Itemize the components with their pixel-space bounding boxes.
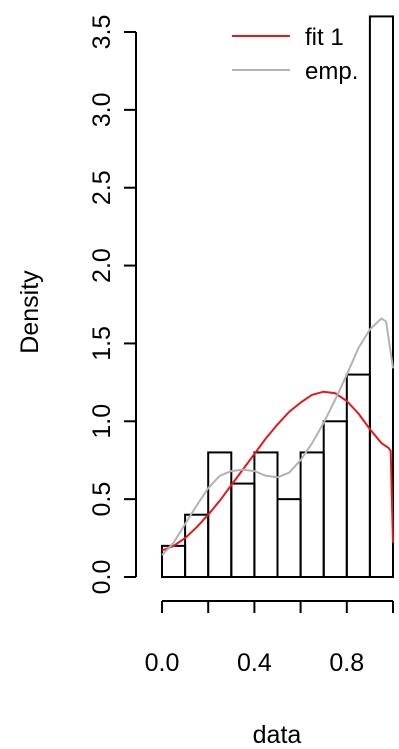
histogram-bars xyxy=(161,15,394,579)
x-tick-label: 0.4 xyxy=(237,649,272,677)
density-curves xyxy=(161,317,394,556)
legend: fit 1 emp. xyxy=(232,24,358,85)
x-tick-label: 0.0 xyxy=(145,649,180,677)
y-tick-label: 0.5 xyxy=(88,482,116,517)
y-axis: 0.0 0.5 1.0 1.5 2.0 2.5 3.0 3.5 xyxy=(88,15,137,595)
x-tick-label: 0.8 xyxy=(329,649,364,677)
histogram-bar xyxy=(207,451,233,578)
histogram-bar xyxy=(230,482,256,579)
histogram-bar xyxy=(253,451,279,578)
histogram-bar xyxy=(368,15,394,578)
y-tick-label: 3.0 xyxy=(88,92,116,127)
legend-label: fit 1 xyxy=(305,24,344,51)
x-axis-label: data xyxy=(253,721,302,749)
y-tick-label: 1.0 xyxy=(88,404,116,439)
y-tick-label: 3.5 xyxy=(88,15,116,50)
legend-label: emp. xyxy=(305,58,358,85)
y-axis-label: Density xyxy=(16,270,44,354)
y-tick-label: 1.5 xyxy=(88,326,116,361)
x-axis: 0.0 0.4 0.8 xyxy=(145,600,394,677)
histogram-bar xyxy=(299,451,325,578)
histogram-bar xyxy=(184,513,210,579)
histogram-bar xyxy=(322,420,348,578)
y-tick-label: 2.0 xyxy=(88,248,116,283)
series-line-fit-1 xyxy=(161,390,394,552)
y-tick-label: 2.5 xyxy=(88,170,116,205)
series-line-emp xyxy=(161,317,394,556)
y-tick-label: 0.0 xyxy=(88,560,116,595)
histogram-bar xyxy=(276,498,302,578)
